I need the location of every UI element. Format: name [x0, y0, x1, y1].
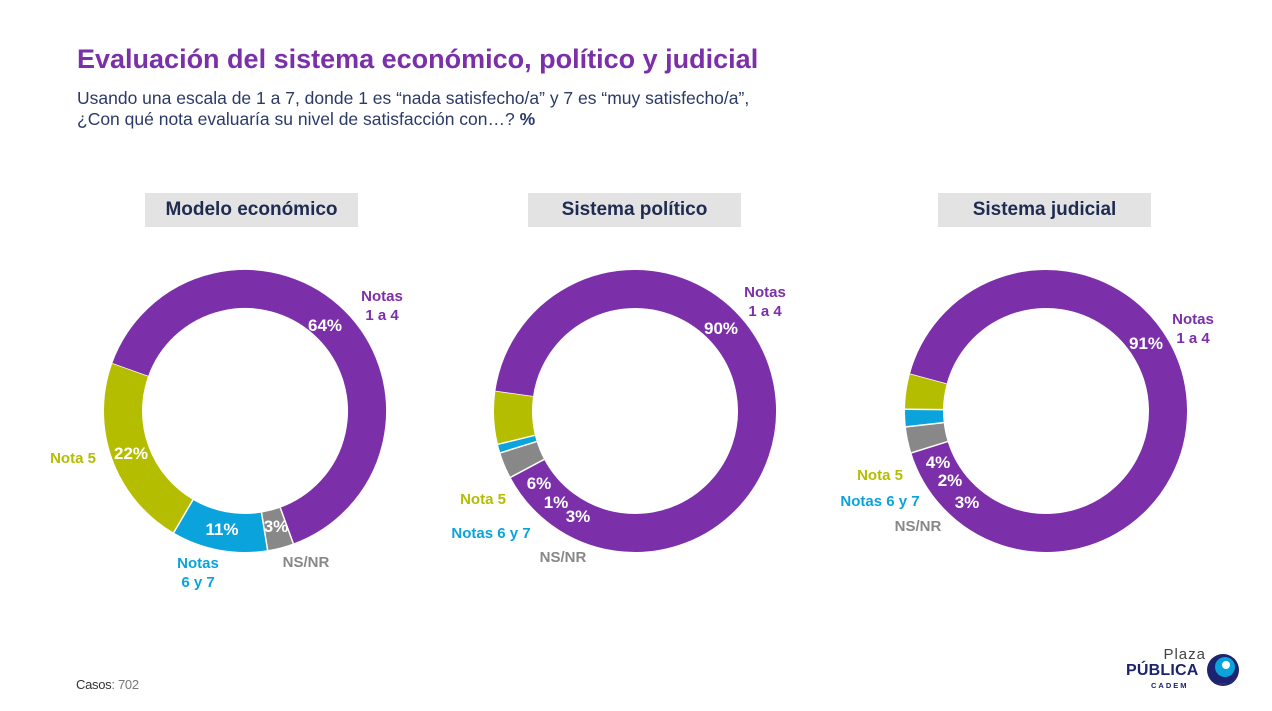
panel-title-modelo-economico: Modelo económico — [145, 193, 358, 227]
data-label-modelo-economico-nota-5: 22% — [114, 444, 148, 463]
data-label-modelo-economico-notas-6-y-7: 11% — [205, 520, 238, 539]
category-label-modelo-economico-notas-6-y-7: Notas 6 y 7 — [177, 555, 219, 591]
data-label-sistema-judicial-notas-6-y-7: 2% — [938, 471, 963, 490]
category-label-sistema-judicial-notas-1-a-4: Notas 1 a 4 — [1172, 311, 1214, 347]
category-label-modelo-economico-notas-1-a-4: Notas 1 a 4 — [361, 288, 403, 324]
data-label-sistema-politico-ns-nr: 3% — [566, 507, 591, 526]
panel-title-sistema-politico: Sistema político — [528, 193, 741, 227]
logo-swirl-icon — [1207, 654, 1239, 686]
subtitle-unit: % — [519, 109, 536, 129]
category-label-sistema-politico-nota-5: Nota 5 — [460, 491, 506, 508]
panel-title-sistema-judicial: Sistema judicial — [938, 193, 1151, 227]
category-label-sistema-judicial-nota-5: Nota 5 — [857, 467, 903, 484]
slice-sistema-politico-nota-5 — [494, 391, 536, 445]
slice-separator — [260, 512, 269, 551]
category-label-sistema-politico-notas-1-a-4: Notas 1 a 4 — [744, 284, 786, 320]
slice-separator — [173, 499, 194, 534]
slice-separator — [497, 434, 536, 446]
donut-sistema-judicial: 91% Notas 1 a 4 3% NS/NR 2% Notas 6 y 7 4% Nota … — [840, 270, 1214, 552]
category-label-sistema-politico-notas-6-y-7: Notas 6 y 7 — [451, 525, 530, 542]
logo-line-3: CADEM — [1151, 681, 1189, 690]
cases-value: : 702 — [111, 677, 139, 692]
slice-sistema-judicial-nota-5 — [905, 374, 947, 411]
slice-separator — [495, 390, 534, 398]
slice-modelo-economico-notas-1-a-4 — [112, 270, 386, 544]
logo-line-2: PÚBLICA — [1126, 662, 1199, 679]
data-label-sistema-politico-notas-6-y-7: 1% — [544, 493, 569, 512]
data-label-modelo-economico-notas-1-a-4: 64% — [308, 316, 342, 335]
subtitle-question: ¿Con qué nota evaluaría su nivel de sati… — [77, 109, 515, 129]
slice-modelo-economico-notas-6-y-7 — [173, 499, 268, 552]
subtitle-line-2: ¿Con qué nota evaluaría su nivel de sati… — [77, 109, 977, 130]
data-label-sistema-judicial-nota-5: 4% — [926, 453, 951, 472]
plaza-publica-logo: Plaza PÚBLICA CADEM — [1124, 646, 1244, 692]
data-label-sistema-judicial-notas-1-a-4: 91% — [1129, 334, 1163, 353]
slice-separator — [909, 373, 947, 385]
data-label-modelo-economico-ns-nr: 3% — [264, 517, 289, 536]
footer-cases: Casos: 702 — [76, 677, 139, 692]
slice-sistema-politico-notas-1-a-4 — [495, 270, 776, 552]
slice-sistema-judicial-notas-1-a-4 — [909, 270, 1187, 552]
data-label-sistema-judicial-ns-nr: 3% — [955, 493, 980, 512]
category-label-modelo-economico-ns-nr: NS/NR — [283, 554, 330, 571]
slice-modelo-economico-nota-5 — [104, 363, 194, 533]
page-subtitle: Usando una escala de 1 a 7, donde 1 es “… — [77, 88, 977, 130]
data-label-sistema-politico-nota-5: 6% — [527, 474, 552, 493]
donut-sistema-politico: 90% Notas 1 a 4 3% NS/NR 1% Notas 6 y 7 6% Nota … — [451, 270, 786, 566]
category-label-sistema-judicial-notas-6-y-7: Notas 6 y 7 — [840, 493, 919, 510]
slice-separator — [905, 421, 944, 428]
slice-sistema-judicial-notas-6-y-7 — [905, 409, 944, 427]
logo-line-1: Plaza — [1163, 646, 1206, 663]
slice-separator — [279, 507, 294, 544]
slice-sistema-judicial-ns-nr — [905, 422, 948, 453]
category-label-sistema-judicial-ns-nr: NS/NR — [895, 518, 942, 535]
category-label-modelo-economico-nota-5: Nota 5 — [50, 450, 96, 467]
data-label-sistema-politico-notas-1-a-4: 90% — [704, 319, 738, 338]
donut-modelo-economico: 64% Notas 1 a 4 3% NS/NR 11% Notas 6 y 7 22% Nota… — [50, 270, 403, 591]
slice-separator — [500, 440, 537, 454]
slice-separator — [510, 458, 545, 478]
category-label-sistema-politico-ns-nr: NS/NR — [540, 549, 587, 566]
subtitle-line-1: Usando una escala de 1 a 7, donde 1 es “… — [77, 88, 750, 108]
page-title: Evaluación del sistema económico, políti… — [77, 44, 759, 74]
slice-sistema-politico-notas-6-y-7 — [497, 435, 537, 453]
slice-separator — [911, 440, 948, 454]
cases-label: Casos — [76, 677, 112, 692]
slice-sistema-politico-ns-nr — [500, 441, 545, 478]
